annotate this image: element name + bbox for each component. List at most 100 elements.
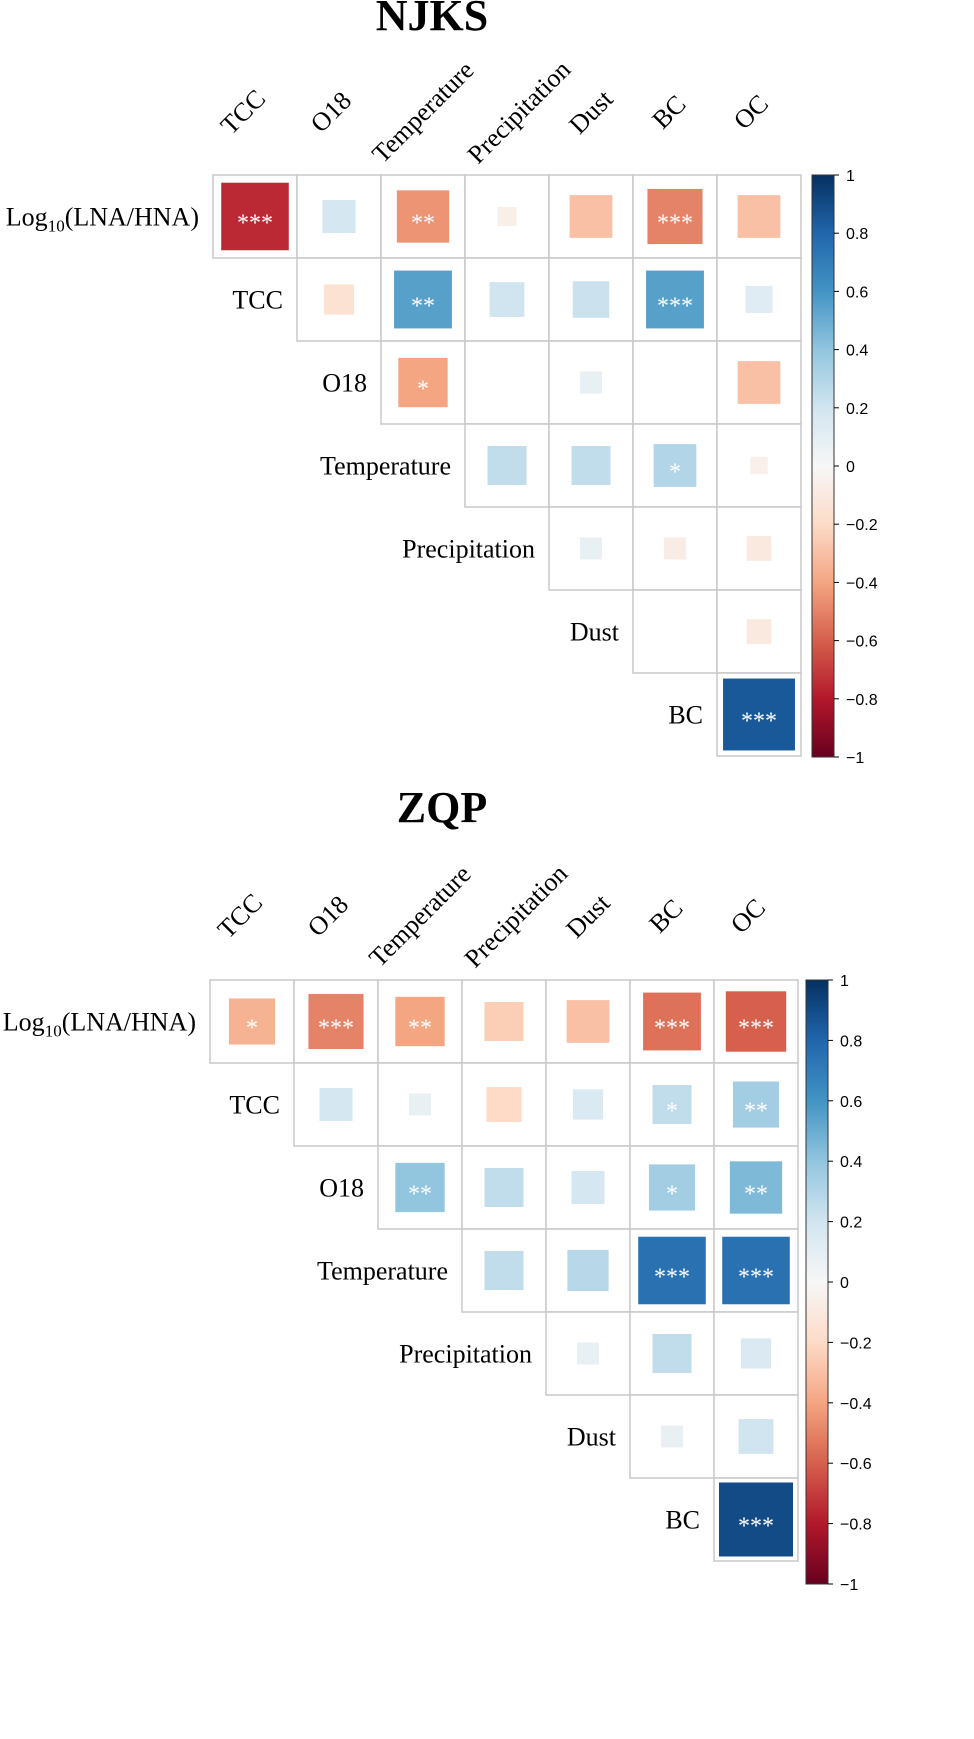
colorbar-tick-label: −0.2	[846, 517, 878, 534]
correlation-square	[398, 357, 448, 408]
correlation-square	[395, 1162, 445, 1213]
row-label: Log10(LNA/HNA)	[3, 1008, 196, 1041]
correlation-square	[221, 182, 289, 251]
colorbar-tick-label: 1	[846, 168, 855, 185]
colorbar-tick-label: −1	[840, 1577, 858, 1594]
colorbar-tick-label: −0.4	[846, 575, 878, 592]
significance-mark: *	[417, 377, 429, 403]
significance-mark: ***	[237, 211, 273, 237]
correlation-square	[722, 1236, 790, 1305]
row-label: Precipitation	[402, 535, 535, 564]
correlation-square	[489, 282, 525, 317]
correlation-grid: * *** ** *** **** **** * ***** ******	[209, 979, 799, 1562]
correlation-square	[729, 1161, 783, 1214]
significance-mark: ***	[654, 1016, 690, 1042]
colorbar-tick-label: 0.4	[840, 1154, 862, 1171]
significance-mark: ***	[738, 1265, 774, 1291]
correlation-square	[745, 285, 773, 314]
correlation-square	[408, 1093, 432, 1116]
correlation-square	[323, 284, 355, 315]
significance-mark: ***	[657, 294, 693, 320]
correlation-square	[322, 199, 356, 234]
significance-mark: **	[411, 211, 435, 237]
grid-cell	[632, 340, 718, 425]
correlation-square	[732, 1081, 780, 1128]
correlation-square	[569, 195, 613, 238]
correlation-square	[487, 446, 527, 485]
correlation-square	[571, 446, 611, 485]
panel-title: ZQP	[397, 783, 487, 832]
correlation-square	[579, 537, 603, 560]
correlation-square	[395, 996, 445, 1047]
correlation-square	[572, 281, 610, 318]
row-label: Dust	[567, 1423, 617, 1452]
column-label: O18	[305, 86, 357, 138]
column-label: Temperature	[363, 859, 476, 972]
correlation-square	[308, 993, 364, 1050]
grid-cell	[464, 340, 550, 425]
correlation-square	[725, 991, 787, 1052]
correlation-square	[647, 188, 703, 245]
significance-mark: ***	[738, 1514, 774, 1540]
correlation-square	[396, 190, 450, 243]
significance-mark: ***	[738, 1016, 774, 1042]
column-label: OC	[728, 89, 774, 135]
colorbar-tick-label: 1	[840, 973, 849, 990]
correlation-square	[738, 1419, 774, 1454]
colorbar-tick-label: 0.6	[846, 284, 868, 301]
row-label: Dust	[570, 618, 620, 647]
grid-cell	[632, 589, 718, 674]
colorbar-gradient	[811, 174, 835, 758]
correlation-square	[746, 536, 772, 561]
grid-cell	[377, 979, 463, 1064]
row-labels: Log10(LNA/HNA) TCC O18 Temperature Precipita…	[6, 203, 703, 730]
row-label: TCC	[229, 1091, 280, 1120]
significance-mark: *	[669, 460, 681, 486]
colorbar-tick-label: −0.4	[840, 1396, 872, 1413]
correlation-square	[579, 371, 603, 394]
column-label: BC	[646, 89, 691, 134]
correlation-square	[653, 444, 697, 487]
significance-mark: **	[408, 1016, 432, 1042]
row-label: O18	[319, 1174, 364, 1203]
correlation-square	[652, 1085, 692, 1124]
correlation-square	[723, 678, 795, 751]
colorbar-tick-label: −1	[846, 750, 864, 767]
correlation-square	[576, 1342, 600, 1365]
colorbar-tick-label: 0.4	[846, 343, 868, 360]
correlation-grid: *** ** ***** ********	[212, 174, 802, 757]
significance-mark: ***	[318, 1016, 354, 1042]
correlation-square	[737, 361, 781, 404]
colorbar-tick-label: 0.6	[840, 1094, 862, 1111]
significance-mark: *	[246, 1016, 258, 1042]
correlation-square	[750, 456, 768, 475]
row-label: Temperature	[320, 452, 451, 481]
correlation-square	[663, 537, 687, 560]
column-label: Precipitation	[459, 859, 573, 973]
colorbar-tick-label: 0	[846, 459, 855, 476]
column-label: O18	[302, 890, 354, 942]
column-label: Dust	[563, 84, 619, 140]
colorbar: 1 0.8 0.6 0.4 0.2 0 −0.2 −0.4 −0.6 −0.8 −1	[805, 973, 872, 1594]
significance-mark: **	[744, 1099, 768, 1125]
column-label: OC	[725, 893, 771, 939]
colorbar-tick-label: −0.8	[846, 692, 878, 709]
significance-mark: **	[744, 1182, 768, 1208]
correlation-square	[571, 1170, 605, 1205]
colorbar-tick-label: −0.8	[840, 1517, 872, 1534]
row-label: O18	[322, 369, 367, 398]
correlation-square	[228, 998, 276, 1045]
panel-title: NJKS	[376, 0, 488, 40]
correlation-square	[737, 195, 781, 238]
colorbar-tick-label: 0.8	[846, 226, 868, 243]
correlation-square	[567, 1249, 609, 1292]
colorbar-tick-label: −0.2	[840, 1335, 872, 1352]
significance-mark: ***	[741, 709, 777, 735]
correlation-square	[484, 1168, 524, 1207]
correlation-square	[566, 1000, 610, 1043]
colorbar-tick-label: −0.6	[846, 634, 878, 651]
